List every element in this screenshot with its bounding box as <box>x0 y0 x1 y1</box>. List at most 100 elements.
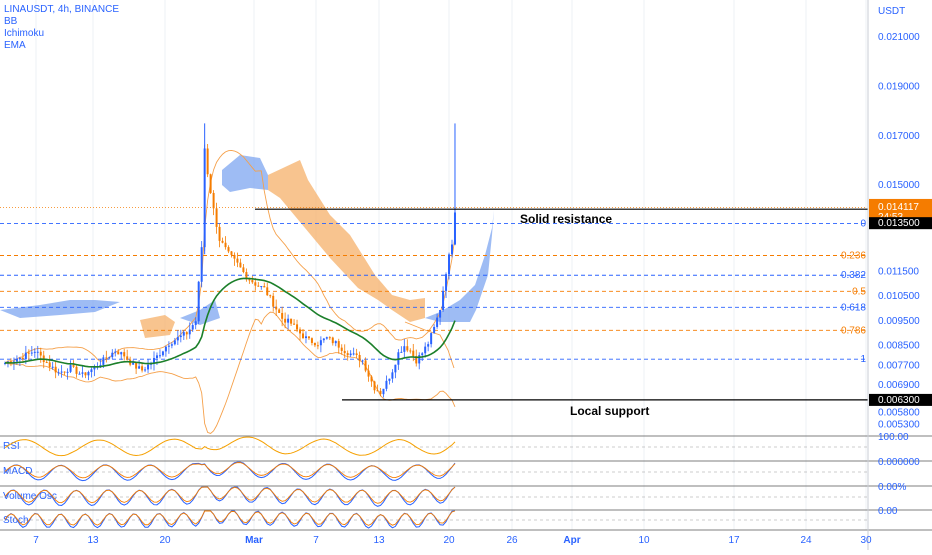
candle-body <box>105 357 108 359</box>
candle-body <box>173 340 176 345</box>
price-tick: 0.007700 <box>878 360 920 371</box>
pane-label-1: MACD <box>3 466 32 477</box>
pane-series-b <box>4 510 456 526</box>
candle-body <box>164 346 167 352</box>
candle-body <box>51 366 54 368</box>
ema-line <box>4 277 456 368</box>
candle-body <box>355 353 358 356</box>
candle-body <box>319 340 322 346</box>
candle-body <box>313 342 316 346</box>
candle-body <box>299 329 302 334</box>
pane-series-b <box>4 462 456 479</box>
indicator-ema[interactable]: EMA <box>4 40 26 51</box>
price-tick: 0.006900 <box>878 380 920 391</box>
candle-body <box>63 371 66 373</box>
price-axis-unit: USDT <box>878 6 905 17</box>
support-annotation: Local support <box>570 404 649 418</box>
candle-body <box>281 312 284 319</box>
candle-body <box>54 366 57 373</box>
bb-lower-band <box>4 311 456 434</box>
time-label: 30 <box>860 535 872 546</box>
last-price-value: 0.014117 <box>878 202 919 213</box>
candle-body <box>269 295 272 297</box>
candle-body <box>251 280 254 283</box>
candle-body <box>361 360 364 362</box>
candle-body <box>161 351 164 356</box>
candle-body <box>382 388 385 395</box>
candle-body <box>242 267 245 273</box>
ichimoku-cloud-bullish <box>222 155 268 192</box>
candle-body <box>370 376 373 382</box>
lagging-span-tail <box>404 321 455 369</box>
indicator-ichimoku[interactable]: Ichimoku <box>4 28 45 39</box>
candle-body <box>117 351 120 355</box>
candle-body <box>200 247 203 282</box>
candle-body <box>310 338 313 343</box>
candle-body <box>239 262 242 268</box>
candle-body <box>302 333 304 339</box>
candle-body <box>191 325 194 330</box>
candle-body <box>254 282 257 286</box>
fib-label-0.236: 0.236 <box>841 250 866 261</box>
candle-body <box>197 281 200 322</box>
time-label: Apr <box>563 535 580 546</box>
candle-body <box>328 337 331 339</box>
candle-body <box>111 352 114 358</box>
candle-body <box>93 366 96 370</box>
candle-body <box>409 350 412 352</box>
candle-body <box>90 369 93 373</box>
symbol-title[interactable]: LINAUSDT, 4h, BINANCE <box>4 4 120 15</box>
ichimoku-cloud-bearish-early <box>140 315 175 338</box>
candle-body <box>284 318 287 323</box>
candle-body <box>206 148 209 175</box>
ichimoku-cloud-bullish-future <box>425 210 494 322</box>
candle-body <box>439 310 442 318</box>
candle-body <box>114 351 117 353</box>
candle-body <box>290 318 293 324</box>
candle-body <box>245 272 248 280</box>
candle-body <box>278 309 281 313</box>
candle-body <box>367 370 370 377</box>
candle-body <box>132 362 135 365</box>
candle-body <box>421 353 424 356</box>
candle-body <box>147 364 150 370</box>
candle-body <box>120 352 123 355</box>
candle-body <box>24 352 27 360</box>
candle-body <box>69 365 72 372</box>
candle-body <box>60 371 63 373</box>
indicator-bb[interactable]: BB <box>4 16 18 27</box>
candle-body <box>385 380 388 389</box>
indicator-panes-layer: RSI 100.00 MACD 0.000000 Volume Osc 0.00% Stoc… <box>0 432 932 531</box>
candle-body <box>275 306 278 310</box>
candle-body <box>138 366 141 369</box>
candle-body <box>436 317 439 327</box>
candle-body <box>364 360 367 371</box>
candle-body <box>84 372 87 376</box>
candle-body <box>33 351 36 353</box>
candle-body <box>188 329 191 335</box>
pane-label-2: Volume Osc <box>3 491 57 502</box>
resistance-badge <box>869 217 932 230</box>
candle-body <box>331 337 334 344</box>
candle-body <box>194 321 197 326</box>
ema-layer <box>4 277 456 368</box>
support-badge <box>869 393 932 406</box>
candle-body <box>141 366 144 371</box>
pane-axis-1: 0.000000 <box>878 457 920 468</box>
candle-body <box>316 345 319 347</box>
fib-retracement-layer: 0 0.236 0.382 0.5 0.618 0.786 1 <box>0 206 866 365</box>
candle-body <box>337 341 340 348</box>
price-tick: 0.008500 <box>878 341 920 352</box>
time-label: 20 <box>443 535 455 546</box>
price-tick: 0.017000 <box>878 131 920 142</box>
candle-body <box>21 357 24 360</box>
candle-body <box>430 333 433 345</box>
resistance-annotation: Solid resistance <box>520 212 612 226</box>
price-tick: 0.015000 <box>878 180 920 191</box>
candle-body <box>170 344 173 346</box>
price-tick: 0.021000 <box>878 32 920 43</box>
candle-body <box>376 390 379 392</box>
candle-body <box>346 353 349 356</box>
